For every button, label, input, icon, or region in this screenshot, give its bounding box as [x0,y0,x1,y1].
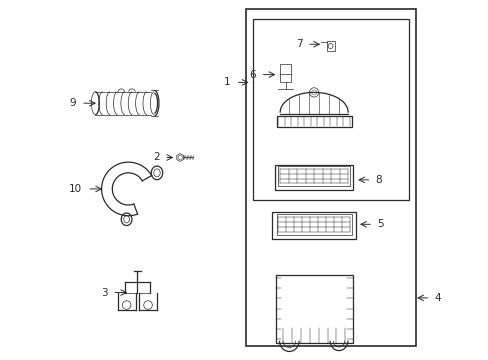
Text: 7: 7 [295,39,302,49]
Text: 2: 2 [153,153,159,162]
Text: 5: 5 [377,219,383,229]
Text: 8: 8 [375,175,382,185]
Bar [253,19,408,200]
Bar [280,64,290,82]
Text: 1: 1 [224,77,230,87]
Bar [246,9,415,346]
Bar [278,166,349,186]
Text: 3: 3 [101,288,108,297]
Bar [272,212,355,239]
Bar [276,116,351,127]
Bar [274,165,353,190]
Text: 6: 6 [249,69,255,80]
Bar [326,41,334,51]
Bar [276,214,351,235]
Bar [275,275,352,342]
Text: 9: 9 [69,98,76,108]
Text: 10: 10 [69,184,82,194]
Text: 4: 4 [434,293,440,303]
